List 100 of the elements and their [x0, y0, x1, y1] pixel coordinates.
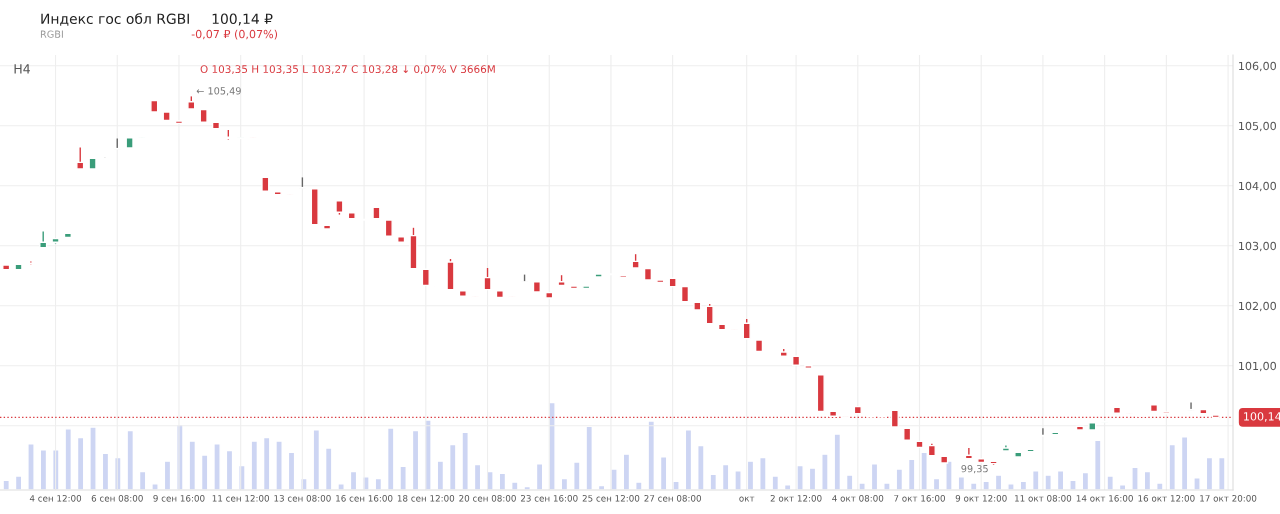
bar: [411, 429, 420, 490]
chart-subtitle: RGBI: [40, 30, 63, 38]
x-tick-label: 20 сен 08:00: [459, 495, 516, 502]
bar: [1193, 477, 1201, 490]
x-tick-label: 16 сен 16:00: [336, 495, 393, 502]
bar: [1044, 474, 1052, 490]
bar: [39, 449, 48, 490]
x-tick-label: 25 сен 12:00: [582, 495, 640, 502]
bar: [312, 429, 321, 490]
y-tick-label: 105,00: [1239, 121, 1276, 132]
bar: [250, 440, 259, 490]
bar: [461, 431, 469, 490]
x-tick-label: 4 окт 08:00: [832, 495, 884, 502]
bar: [1156, 482, 1164, 490]
bar: [213, 442, 221, 490]
bar: [573, 461, 581, 490]
y-tick-label: 106,00: [1239, 61, 1276, 72]
bar: [225, 449, 234, 490]
bar: [734, 470, 742, 490]
bar: [399, 465, 407, 490]
bar: [1131, 466, 1139, 490]
bar: [858, 482, 866, 490]
x-tick-label: 7 окт 16:00: [894, 495, 945, 502]
x-tick-label: 17 окт 20:00: [1200, 495, 1257, 502]
bar: [1007, 483, 1015, 490]
bar: [883, 482, 891, 490]
bar: [870, 463, 879, 490]
bar: [759, 456, 767, 490]
bar: [448, 443, 457, 490]
text: 100,14 ₽: [212, 13, 273, 26]
bar: [1093, 439, 1102, 490]
x-tick-label: 18 сен 12:00: [397, 495, 455, 502]
bar: [337, 483, 345, 490]
bar: [994, 474, 1003, 490]
bar: [1069, 479, 1077, 490]
bar: [89, 426, 97, 490]
bar: [188, 440, 197, 490]
bar: [386, 427, 395, 490]
bar: [151, 483, 159, 490]
bar: [2, 479, 10, 490]
bar: [1180, 436, 1189, 490]
y-tick-label: 101,00: [1239, 361, 1276, 372]
bar: [64, 428, 73, 490]
chart-title: Индекс гос обл RGBI: [41, 13, 189, 26]
x-tick-label: 9 окт 12:00: [955, 495, 1007, 502]
bar: [436, 460, 445, 490]
x-tick-label: 6 сен 08:00: [91, 495, 143, 502]
x-tick-label: 16 окт 12:00: [1138, 495, 1195, 502]
bar: [1031, 470, 1040, 490]
bar: [275, 440, 283, 490]
bar: [1218, 456, 1226, 490]
candlestick: [483, 267, 492, 291]
bar: [424, 419, 432, 490]
x-tick-label: 2 окт 12:00: [770, 495, 822, 502]
bar: [821, 453, 829, 490]
bar: [27, 442, 35, 490]
bar: [76, 436, 85, 490]
bar: [163, 460, 172, 490]
bar: [845, 474, 854, 490]
x-tick-label: окт: [739, 496, 755, 502]
bar: [635, 481, 643, 490]
y-tick-label: 102,00: [1239, 301, 1276, 312]
bar: [548, 401, 556, 490]
x-tick-label: 11 окт 08:00: [1015, 495, 1072, 502]
bar: [200, 454, 209, 490]
candlestick: [742, 318, 751, 340]
bar: [1106, 475, 1114, 490]
bar: [684, 429, 693, 490]
bar: [287, 451, 296, 490]
bar: [585, 425, 594, 490]
bar: [709, 473, 718, 490]
bar: [1205, 456, 1214, 490]
bar: [622, 453, 631, 490]
bar: [1168, 443, 1177, 490]
x-tick-label: 27 сен 08:00: [644, 495, 701, 502]
bar: [982, 480, 990, 490]
bar: [808, 467, 817, 490]
bar: [262, 436, 271, 490]
bar: [746, 460, 755, 490]
bar: [510, 481, 519, 490]
bar: [771, 475, 780, 490]
bar: [895, 468, 904, 490]
x-tick-label: 9 сен 16:00: [153, 495, 205, 502]
bar: [659, 456, 668, 490]
x-tick-label: 14 окт 16:00: [1076, 495, 1133, 502]
annotation: H4: [14, 64, 30, 74]
x-tick-label: 4 сен 12:00: [29, 495, 82, 502]
bar: [324, 447, 333, 490]
x-tick-label: 11 сен 12:00: [212, 495, 270, 502]
candlestick: [76, 146, 85, 170]
candlestick: [705, 303, 714, 325]
bar: [647, 420, 656, 490]
annotation: ← 105,49: [196, 87, 241, 96]
x-tick-label: 13 сен 08:00: [274, 495, 331, 502]
bar: [535, 463, 544, 490]
x-tick-label: 23 сен 16:00: [520, 495, 578, 502]
bar: [52, 449, 60, 490]
y-tick-label: 104,00: [1239, 181, 1276, 192]
annotation: O 103,35 H 103,35 L 103,27 C 103,28 ↓ 0,07% V 3666M: [200, 65, 495, 75]
text: -0,07 ₽ (0,07%): [191, 29, 278, 40]
